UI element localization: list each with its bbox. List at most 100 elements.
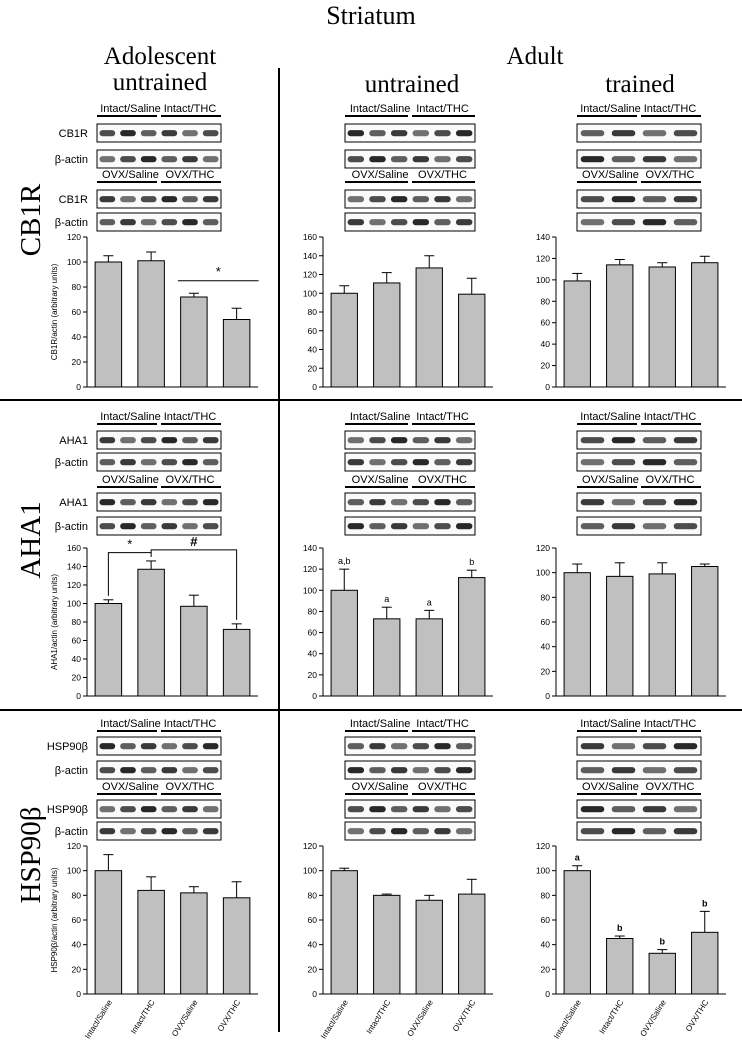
blot-r1-c0-actin-intact: [96, 452, 222, 472]
hsp90-adolescent-ytick-label: 80: [72, 890, 82, 900]
blot-r0-c0-header-intact-left: Intact/Saline: [100, 103, 161, 115]
blot-r2-c0-actin-intact-band: [99, 767, 116, 774]
blot-r0-c2-target-ovx-band: [580, 196, 605, 203]
blot-r2-c0-actin-intact-band: [202, 767, 219, 774]
blot-r0-c2-actin-intact-band: [611, 156, 636, 163]
blot-r0-c0-target-ovx-band: [182, 196, 198, 203]
cb1r-adolescent-sig-label: *: [216, 264, 221, 279]
blot-r2-c0-actin-ovx-band: [161, 828, 178, 835]
blot-r1-c1-target-ovx-band: [390, 499, 408, 506]
aha1-adolescent-ytick-label: 80: [72, 617, 82, 627]
blot-r1-c1-actin-intact-band: [369, 459, 386, 466]
blot-r1-c1-target-ovx-band: [455, 499, 473, 506]
blot-r0-c0-label-target-1: CB1R: [59, 128, 88, 140]
blot-r0-c2-header-intact-left: Intact/Saline: [580, 103, 641, 115]
blot-r1-c0-header-ovx-left: OVX/Saline: [102, 474, 159, 486]
hsp90-adult-trained-sig-letter: a: [575, 853, 581, 863]
blot-r0-c1-actin-intact-band: [412, 156, 430, 163]
blot-r1-c0-header-intact-right: Intact/THC: [164, 411, 217, 423]
blot-r2-c2-target-intact-band: [642, 743, 667, 750]
blot-r0-c2-target-ovx-frame: [576, 189, 702, 209]
hsp90-adolescent-ytick-label: 100: [67, 866, 81, 876]
blot-r1-c0-target-intact-band: [99, 437, 116, 444]
blot-r1-c2-target-ovx-band: [642, 499, 667, 506]
blot-r2-c1-target-ovx-band: [390, 806, 408, 813]
blot-r1-c2-header-ovx-left: OVX/Saline: [582, 474, 639, 486]
blot-r0-c1-actin-ovx-band: [390, 219, 408, 226]
blot-r2-c2-target-ovx-band: [642, 806, 667, 813]
hsp90-adolescent-ytick-label: 20: [72, 964, 82, 974]
cb1r-adult-trained-ytick-label: 100: [536, 275, 550, 285]
blot-r0-c2-target-intact-band: [611, 130, 636, 137]
blot-r1-c2-actin-intact-frame: [576, 452, 702, 472]
blot-r2-c2-actin-intact-band: [580, 767, 605, 774]
blot-r2-c0-actin-ovx-frame: [96, 821, 222, 841]
blot-r0-c0-target-intact: [96, 123, 222, 143]
blot-r2-c2-header-ovx-right: OVX/THC: [646, 781, 695, 793]
aha1-adult-untrained-ytick-label: 40: [308, 649, 318, 659]
blot-r1-c2-target-intact-band: [580, 437, 605, 444]
blot-r2-c0-actin-intact-band: [140, 767, 157, 774]
hsp90-adult-untrained-bar: [415, 899, 443, 995]
blot-r0-c0-header-intact: Intact/Saline Intact/THC: [97, 103, 221, 117]
blot-r0-c2-header-intact: Intact/Saline Intact/THC: [577, 103, 701, 117]
blot-r0-c2-actin-ovx-band: [673, 219, 698, 226]
blot-r1-c0-target-ovx-band: [202, 499, 219, 506]
blot-r1-c1-actin-ovx-band: [434, 523, 451, 530]
blot-r2-c2-target-ovx-band: [673, 806, 698, 813]
blot-r0-c0-actin-ovx-band: [161, 219, 178, 226]
hsp90-adolescent-bar: [94, 870, 123, 995]
blot-r1-c1-actin-ovx-band: [347, 523, 365, 530]
blot-r0-c1-target-ovx: [344, 189, 476, 209]
blot-r0-c0-label-actin-2: β-actin: [55, 217, 88, 229]
blot-r1-c1-actin-ovx-band: [455, 523, 473, 530]
blot-r0-c1-actin-ovx-frame: [344, 212, 476, 232]
blot-r1-c0-actin-ovx-band: [161, 523, 178, 530]
aha1-adolescent-ytick-label: 120: [67, 580, 81, 590]
blot-r0-c0-header-intact-right: Intact/THC: [164, 103, 217, 115]
blot-r2-c1-target-intact-frame: [344, 736, 476, 756]
blot-r0-c0-target-ovx-band: [120, 196, 136, 203]
blot-r2-c0-target-intact-band: [161, 743, 178, 750]
blot-r0-c0-label-actin-1: β-actin: [55, 154, 88, 166]
blot-r2-c1-actin-intact-band: [347, 767, 365, 774]
blot-r0-c1-actin-ovx-band: [369, 219, 386, 226]
blot-r0-c2-target-intact: [576, 123, 702, 143]
cb1r-adolescent-chart: 0 20 40 60 80 100 120 CB1R/actin (arbitrary uni…: [50, 232, 259, 392]
blot-r0-c1-target-intact-band: [455, 130, 473, 137]
hsp90-adult-trained-bar: [691, 931, 719, 995]
aha1-adult-trained-bar: [563, 572, 591, 697]
hsp90-adolescent-bar: [180, 892, 208, 995]
blot-r1-c1-target-ovx-frame: [344, 492, 476, 512]
aha1-adult-untrained-sig-letter: a,b: [338, 556, 351, 566]
aha1-adolescent-sig-label: #: [190, 534, 198, 549]
blot-r2-c0-header-intact: Intact/Saline Intact/THC: [97, 718, 221, 732]
hsp90-adolescent-bar: [137, 889, 165, 995]
blot-r2-c1-header-intact: Intact/Saline Intact/THC: [345, 718, 475, 732]
cb1r-adolescent-bar: [94, 261, 123, 388]
blot-r1-c0-actin-intact-band: [161, 459, 178, 466]
aha1-adult-untrained-sig-letter: a: [384, 594, 389, 604]
blot-r1-c0-target-ovx-band: [140, 499, 157, 506]
aha1-adolescent-ytick-label: 60: [72, 636, 82, 646]
bar-charts: 0 20 40 60 80 100 120 CB1R/actin (arbitrary uni…: [50, 232, 726, 1040]
blot-r2-c0-actin-intact: [96, 760, 222, 780]
cb1r-adult-untrained-ytick-label: 80: [308, 307, 318, 317]
blot-r0-c0-actin-ovx-band: [202, 219, 219, 226]
blot-r1-c1-actin-ovx: [344, 516, 476, 536]
blot-r2-c1-target-intact-band: [455, 743, 473, 750]
blot-r0-c1-target-intact-frame: [344, 123, 476, 143]
blot-r1-c0-actin-ovx-band: [99, 523, 116, 530]
aha1-adult-trained-bar: [606, 575, 634, 697]
aha1-adolescent-sig-bracket: [150, 549, 238, 620]
aha1-adolescent-bar: [94, 603, 123, 697]
blot-r1-c0-target-ovx-band: [99, 499, 116, 506]
blot-r2-c2-target-intact-band: [580, 743, 605, 750]
hsp90-adult-untrained-category-label: Intact/Saline: [319, 998, 350, 1041]
blot-r2-c0-actin-intact-band: [161, 767, 178, 774]
blot-r0-c2-header-ovx-left: OVX/Saline: [582, 169, 639, 181]
hsp90-adolescent-category-label: OVX/Saline: [170, 998, 200, 1038]
blot-r2-c2-actin-ovx-band: [673, 828, 698, 835]
aha1-adolescent-ytick-label: 140: [67, 562, 81, 572]
blot-r1-c1-target-intact-band: [412, 437, 430, 444]
